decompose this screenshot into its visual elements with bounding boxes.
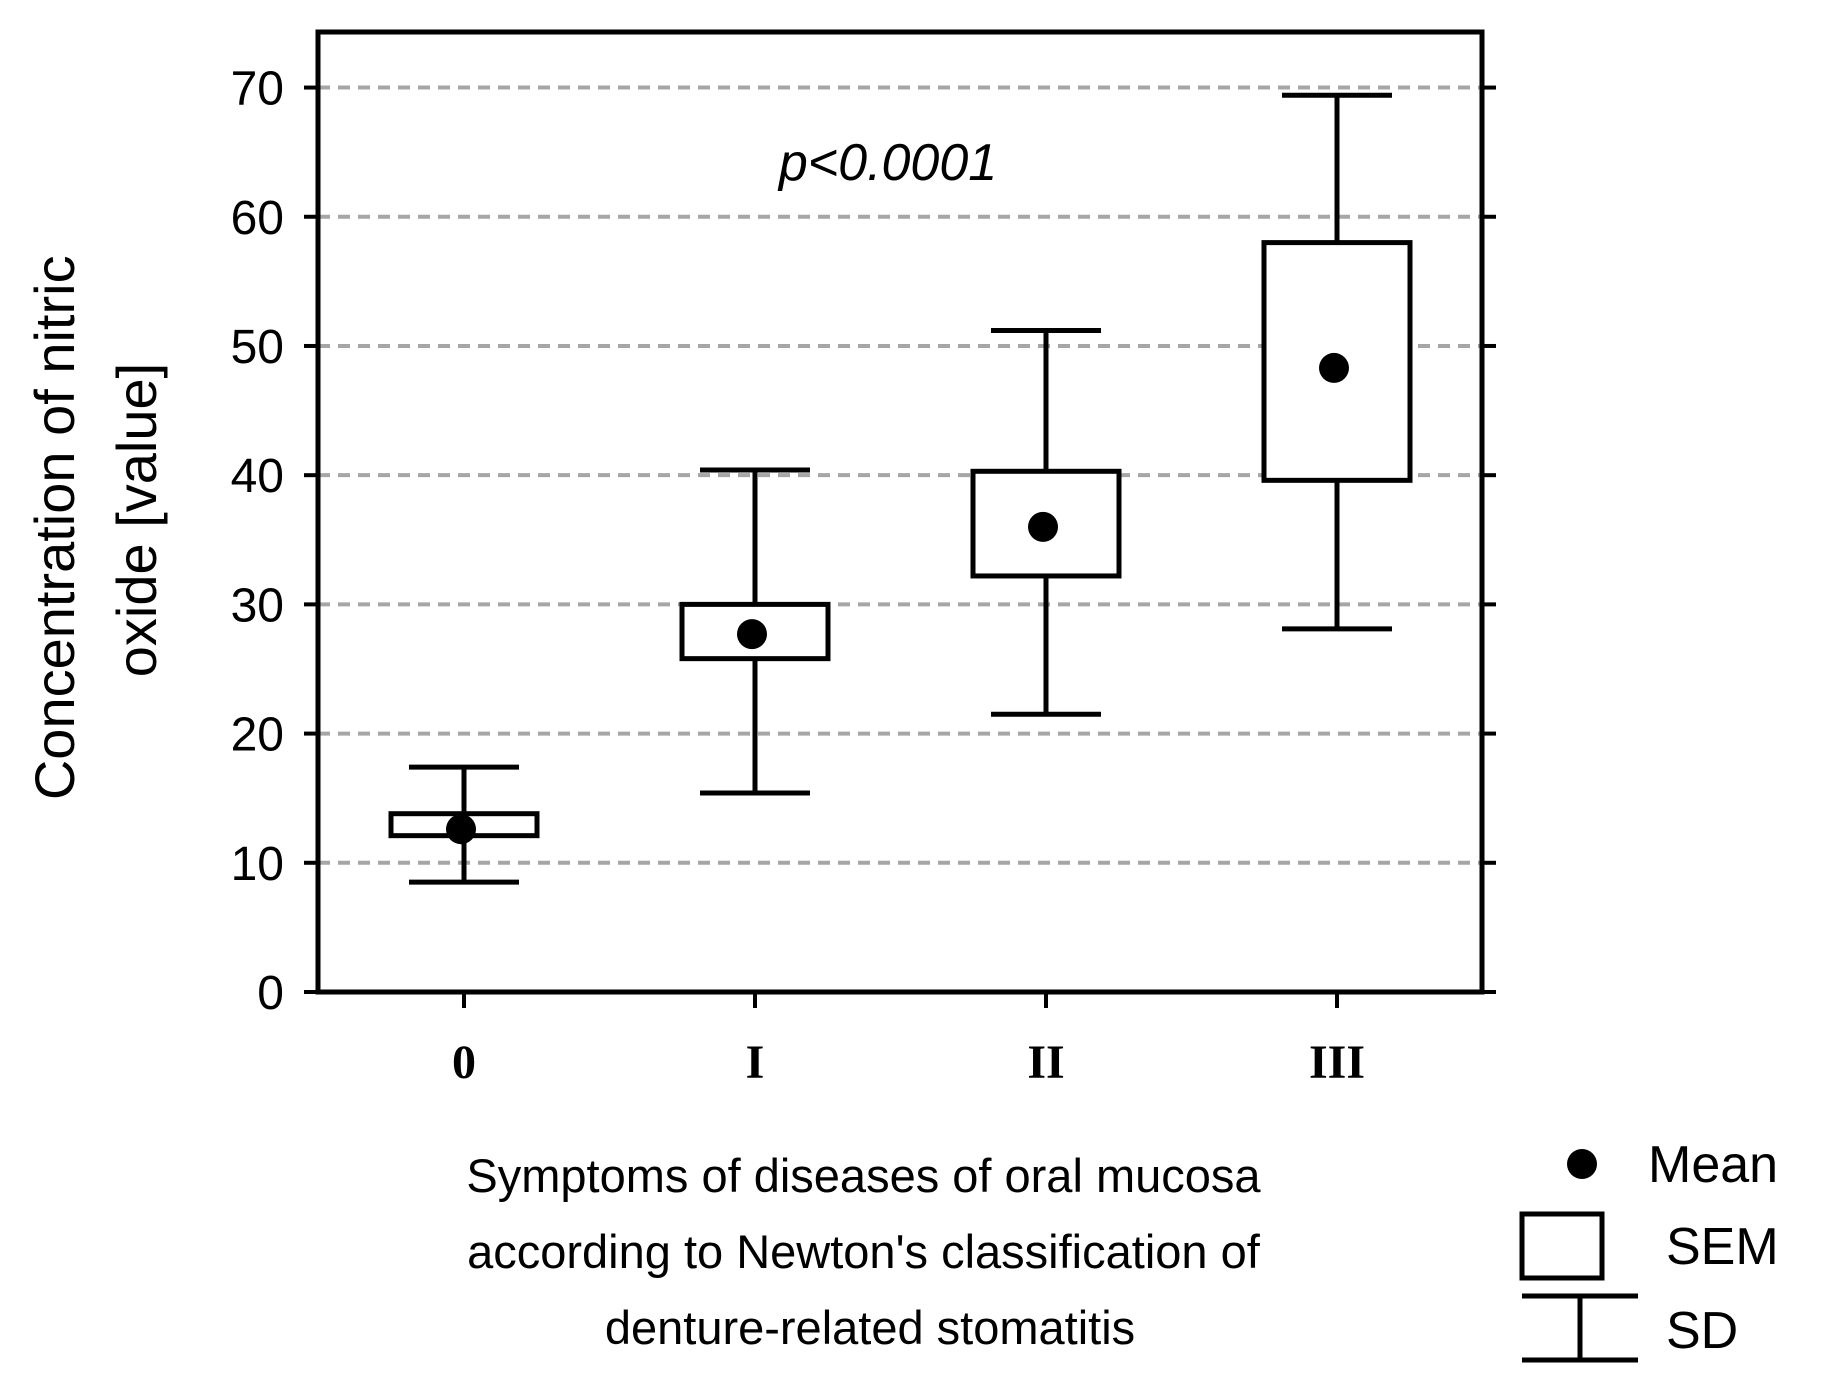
plot-frame [315,29,1485,995]
legend-sem-box [1519,1211,1605,1281]
mean-marker [1028,511,1058,542]
x-tick-label: II [1027,1036,1064,1089]
x-axis-label-line1: Symptoms of diseases of oral mucosa [466,1149,1261,1202]
x-tick-label: 0 [452,1036,476,1089]
y-tick-label: 40 [231,450,284,503]
x-axis-label-line3: denture-related stomatitis [605,1301,1135,1354]
legend-mean-marker [1567,1149,1597,1179]
box-group-0 [388,764,540,885]
legend-sd-whisker [1522,1293,1638,1363]
mean-marker [1319,352,1349,383]
y-axis-label-line1: Concentration of nitric [23,255,86,800]
y-tick-label: 0 [257,967,284,1020]
x-axis-label-line2: according to Newton's classification of [467,1225,1261,1278]
annotation-pvalue: p<0.0001 [777,134,997,192]
sem-box [970,468,1122,579]
legend: Mean SEM SD [1519,1136,1779,1363]
box-plots [388,92,1413,885]
y-tick-label: 30 [231,579,284,632]
legend-sd-label: SD [1666,1302,1738,1360]
y-axis-label: Concentration of nitric oxide [value] [23,240,168,800]
x-tick-label: I [746,1036,765,1089]
box-group-III [1261,92,1413,632]
mean-marker [737,619,767,650]
legend-mean-label: Mean [1648,1136,1778,1194]
box-group-II [970,327,1122,717]
box-group-I [679,467,831,796]
x-axis-label: Symptoms of diseases of oral mucosa acco… [466,1149,1273,1354]
x-tick-label: III [1309,1036,1365,1089]
y-tick-label: 50 [231,321,284,374]
y-tick-label: 10 [231,838,284,891]
y-tick-label: 70 [231,63,284,116]
y-tick-label: 20 [231,709,284,762]
mean-marker [446,814,476,845]
legend-sem-label: SEM [1666,1218,1779,1276]
y-tick-label: 60 [231,192,284,245]
y-axis-label-line2: oxide [value] [105,363,168,677]
